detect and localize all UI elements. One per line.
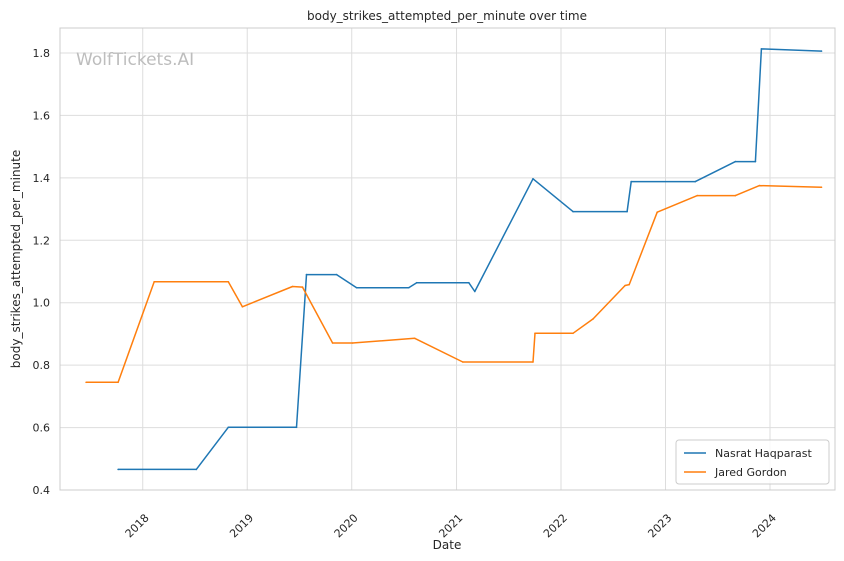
y-tick-label: 0.8: [33, 359, 51, 372]
y-tick-label: 1.2: [33, 234, 51, 247]
data-point: [351, 342, 354, 344]
plot-frame: [59, 27, 836, 491]
y-tick-label: 1.0: [33, 297, 51, 310]
data-point: [413, 337, 416, 340]
data-point: [335, 273, 338, 276]
data-point: [227, 426, 230, 429]
y-tick-label: 1.4: [33, 172, 51, 185]
data-point: [694, 180, 697, 183]
data-point: [592, 318, 594, 320]
data-point: [331, 342, 334, 344]
series-lines: [85, 48, 823, 471]
data-point: [301, 286, 304, 288]
data-point: [85, 381, 87, 384]
watermark-text: WolfTickets.AI: [76, 50, 194, 70]
data-point: [468, 281, 470, 284]
data-point: [153, 281, 155, 283]
data-point: [415, 281, 418, 284]
series-line-jared-gordon: [86, 184, 822, 384]
data-point: [534, 332, 536, 335]
data-point: [195, 468, 198, 471]
data-point: [117, 381, 119, 384]
data-point: [734, 194, 737, 197]
data-point: [462, 361, 464, 363]
data-point: [624, 284, 626, 287]
series-line-nasrat-haqparast: [118, 48, 822, 471]
y-tick-label: 0.4: [33, 484, 51, 497]
chart-title: body_strikes_attempted_per_minute over t…: [307, 9, 587, 23]
data-point: [734, 160, 737, 163]
data-point: [291, 285, 294, 288]
data-point: [532, 361, 534, 363]
data-point: [305, 273, 308, 276]
legend-label-nasrat-haqparast: Nasrat Haqparast: [715, 447, 812, 460]
grid: [60, 28, 835, 491]
data-point: [630, 180, 632, 183]
data-point: [117, 468, 119, 471]
legend-box: [675, 439, 830, 485]
data-point: [355, 286, 358, 289]
data-point: [407, 286, 410, 289]
legend-label-jared-gordon: Jared Gordon: [714, 466, 787, 479]
y-tick-label: 0.6: [33, 422, 51, 435]
data-point: [572, 332, 574, 335]
data-point: [295, 426, 298, 429]
data-point: [820, 186, 823, 188]
legend: Nasrat Haqparast Jared Gordon: [675, 439, 830, 485]
data-point: [754, 160, 757, 163]
data-point: [820, 50, 823, 52]
data-point: [474, 290, 476, 293]
data-point: [760, 48, 763, 50]
x-axis-label: Date: [433, 538, 462, 552]
data-point: [532, 178, 534, 180]
y-tick-label: 1.8: [33, 47, 51, 60]
y-axis-label: body_strikes_attempted_per_minute: [9, 150, 23, 368]
y-tick-label: 1.6: [33, 109, 51, 122]
data-point: [696, 194, 699, 197]
data-point: [572, 210, 574, 213]
data-point: [758, 184, 761, 187]
data-point: [656, 211, 658, 213]
data-point: [628, 283, 630, 286]
data-point: [227, 281, 230, 283]
data-point: [626, 210, 628, 213]
data-point: [241, 306, 244, 308]
